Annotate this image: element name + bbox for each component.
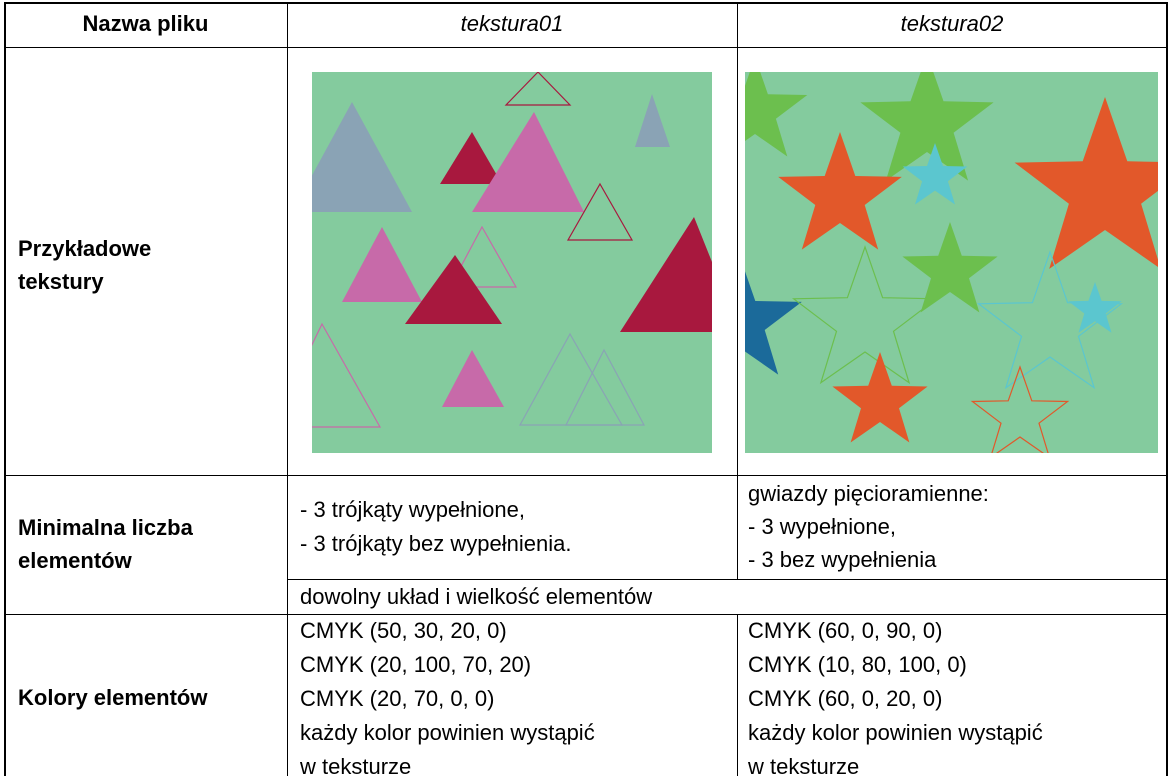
- cell-text: CMYK (50, 30, 20, 0) CMYK (20, 100, 70, 2…: [300, 614, 595, 776]
- star: [778, 132, 902, 250]
- rule: [737, 2, 738, 579]
- star: [1014, 97, 1158, 269]
- cell-text: dowolny układ i wielkość elementów: [300, 584, 653, 609]
- text-line: każdy kolor powinien wystąpić: [300, 720, 595, 745]
- cell-text: - 3 trójkąty wypełnione, - 3 trójkąty bez…: [300, 493, 571, 561]
- text-line: - 3 wypełnione,: [748, 514, 896, 539]
- text-line: gwiazdy pięcioramienne:: [748, 481, 989, 506]
- row-label: Przykładowe tekstury: [18, 232, 151, 298]
- rule: [737, 614, 738, 776]
- rule: [4, 2, 1168, 4]
- text-line: w teksturze: [748, 754, 860, 776]
- star: [832, 352, 928, 443]
- rule: [1166, 2, 1168, 776]
- text-line: CMYK (50, 30, 20, 0): [300, 618, 507, 643]
- star: [1068, 282, 1122, 333]
- star: [902, 222, 998, 313]
- star: [791, 245, 939, 385]
- rule: [4, 614, 1168, 615]
- text-line: tekstury: [18, 269, 104, 294]
- rule: [4, 2, 6, 776]
- text-line: w teksturze: [300, 754, 412, 776]
- text-line: - 3 trójkąty wypełnione,: [300, 497, 525, 522]
- star: [745, 271, 802, 375]
- cell-text: CMYK (60, 0, 90, 0) CMYK (10, 80, 100, 0)…: [748, 614, 1043, 776]
- row-label: Kolory elementów: [18, 681, 207, 714]
- text-line: Przykładowe: [18, 236, 152, 261]
- text-line: - 3 trójkąty bez wypełnienia.: [300, 531, 572, 556]
- rule: [287, 2, 288, 776]
- texture-stars: [745, 72, 1158, 453]
- header-cell: Nazwa pliku: [82, 11, 209, 36]
- rule: [4, 475, 1168, 476]
- text-line: elementów: [18, 548, 132, 573]
- star: [902, 143, 968, 205]
- text-line: CMYK (20, 100, 70, 20): [300, 652, 532, 677]
- rule: [287, 579, 1168, 580]
- text-line: CMYK (20, 70, 0, 0): [300, 686, 495, 711]
- text-line: CMYK (10, 80, 100, 0): [748, 652, 967, 677]
- texture-triangles: [312, 72, 712, 453]
- cell-text: gwiazdy pięcioramienne: - 3 wypełnione, - …: [748, 477, 989, 576]
- text-line: Kolory elementów: [18, 685, 208, 710]
- header-cell: tekstura02: [900, 11, 1004, 36]
- row-label: Minimalna liczba elementów: [18, 511, 193, 577]
- text-line: Minimalna liczba: [18, 515, 193, 540]
- text-line: - 3 bez wypełnienia: [748, 547, 937, 572]
- text-line: CMYK (60, 0, 90, 0): [748, 618, 943, 643]
- text-line: CMYK (60, 0, 20, 0): [748, 686, 943, 711]
- star: [745, 72, 808, 157]
- header-cell: tekstura01: [460, 11, 564, 36]
- rule: [4, 47, 1168, 48]
- star: [970, 365, 1070, 453]
- star: [860, 72, 994, 181]
- text-line: każdy kolor powinien wystąpić: [748, 720, 1043, 745]
